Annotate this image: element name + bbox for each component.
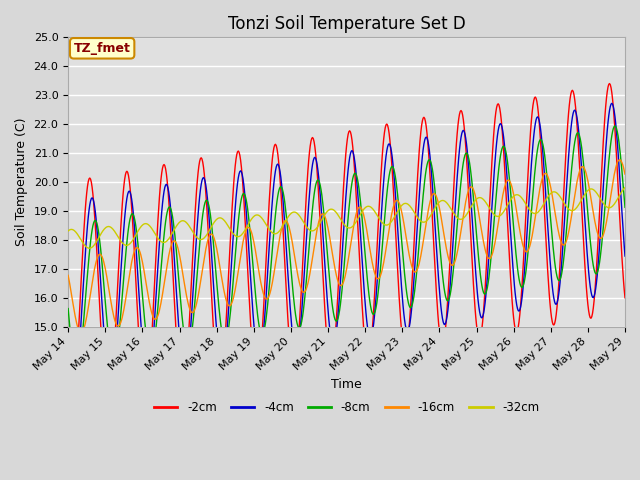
- X-axis label: Time: Time: [332, 378, 362, 391]
- Title: Tonzi Soil Temperature Set D: Tonzi Soil Temperature Set D: [228, 15, 465, 33]
- Legend: -2cm, -4cm, -8cm, -16cm, -32cm: -2cm, -4cm, -8cm, -16cm, -32cm: [149, 396, 544, 419]
- Text: TZ_fmet: TZ_fmet: [74, 42, 131, 55]
- Y-axis label: Soil Temperature (C): Soil Temperature (C): [15, 118, 28, 246]
